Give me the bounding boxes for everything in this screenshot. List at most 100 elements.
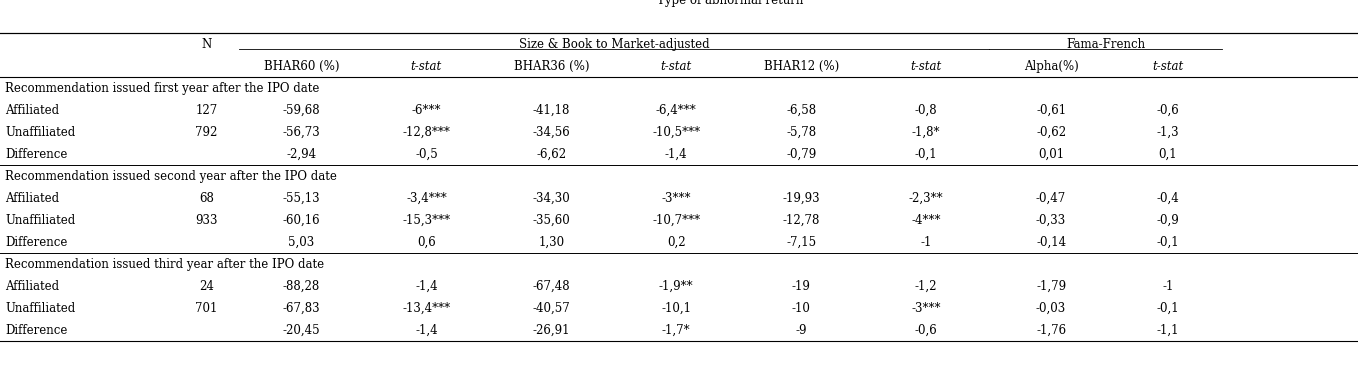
Text: 0,01: 0,01: [1038, 148, 1065, 161]
Text: Recommendation issued second year after the IPO date: Recommendation issued second year after …: [5, 170, 337, 183]
Text: -7,15: -7,15: [786, 236, 816, 249]
Text: -9: -9: [796, 324, 807, 337]
Text: -19: -19: [792, 280, 811, 293]
Text: -1,79: -1,79: [1036, 280, 1066, 293]
Text: -34,56: -34,56: [532, 126, 570, 139]
Text: -1,4: -1,4: [416, 280, 437, 293]
Text: -41,18: -41,18: [532, 104, 570, 117]
Text: -0,61: -0,61: [1036, 104, 1066, 117]
Text: -10: -10: [792, 302, 811, 315]
Text: Recommendation issued third year after the IPO date: Recommendation issued third year after t…: [5, 258, 325, 271]
Text: -88,28: -88,28: [282, 280, 320, 293]
Text: -26,91: -26,91: [532, 324, 570, 337]
Text: -5,78: -5,78: [786, 126, 816, 139]
Text: -0,03: -0,03: [1036, 302, 1066, 315]
Text: Type of abnormal return: Type of abnormal return: [657, 0, 804, 7]
Text: 127: 127: [196, 104, 217, 117]
Text: -15,3***: -15,3***: [402, 214, 451, 227]
Text: -20,45: -20,45: [282, 324, 320, 337]
Text: -6***: -6***: [411, 104, 441, 117]
Text: -0,79: -0,79: [786, 148, 816, 161]
Text: -1: -1: [921, 236, 932, 249]
Text: -0,1: -0,1: [1157, 302, 1179, 315]
Text: -0,6: -0,6: [915, 324, 937, 337]
Text: -0,9: -0,9: [1157, 214, 1179, 227]
Text: -0,6: -0,6: [1157, 104, 1179, 117]
Text: -0,4: -0,4: [1157, 192, 1179, 205]
Text: -6,4***: -6,4***: [656, 104, 697, 117]
Text: 0,2: 0,2: [667, 236, 686, 249]
Text: 68: 68: [200, 192, 213, 205]
Text: -0,14: -0,14: [1036, 236, 1066, 249]
Text: -19,93: -19,93: [782, 192, 820, 205]
Text: N: N: [201, 38, 212, 51]
Text: 933: 933: [196, 214, 217, 227]
Text: t-stat: t-stat: [910, 60, 942, 73]
Text: BHAR12 (%): BHAR12 (%): [763, 60, 839, 73]
Text: -10,5***: -10,5***: [652, 126, 701, 139]
Text: -3,4***: -3,4***: [406, 192, 447, 205]
Text: -12,78: -12,78: [782, 214, 820, 227]
Text: -40,57: -40,57: [532, 302, 570, 315]
Text: Unaffiliated: Unaffiliated: [5, 302, 76, 315]
Text: -67,48: -67,48: [532, 280, 570, 293]
Text: -3***: -3***: [911, 302, 941, 315]
Text: 701: 701: [196, 302, 217, 315]
Text: -56,73: -56,73: [282, 126, 320, 139]
Text: -3***: -3***: [661, 192, 691, 205]
Text: -0,1: -0,1: [1157, 236, 1179, 249]
Text: 5,03: 5,03: [288, 236, 315, 249]
Text: -1,3: -1,3: [1157, 126, 1179, 139]
Text: -1,76: -1,76: [1036, 324, 1066, 337]
Text: -2,94: -2,94: [287, 148, 316, 161]
Text: Fama-French: Fama-French: [1066, 38, 1145, 51]
Text: Unaffiliated: Unaffiliated: [5, 126, 76, 139]
Text: -1,4: -1,4: [416, 324, 437, 337]
Text: -10,1: -10,1: [661, 302, 691, 315]
Text: -0,1: -0,1: [915, 148, 937, 161]
Text: -12,8***: -12,8***: [402, 126, 451, 139]
Text: -0,33: -0,33: [1036, 214, 1066, 227]
Text: -59,68: -59,68: [282, 104, 320, 117]
Text: Difference: Difference: [5, 324, 68, 337]
Text: -2,3**: -2,3**: [909, 192, 944, 205]
Text: -4***: -4***: [911, 214, 941, 227]
Text: BHAR36 (%): BHAR36 (%): [513, 60, 589, 73]
Text: -10,7***: -10,7***: [652, 214, 701, 227]
Text: 0,1: 0,1: [1158, 148, 1177, 161]
Text: -1: -1: [1162, 280, 1173, 293]
Text: -1,8*: -1,8*: [913, 126, 940, 139]
Text: 1,30: 1,30: [538, 236, 565, 249]
Text: Affiliated: Affiliated: [5, 104, 60, 117]
Text: 792: 792: [196, 126, 217, 139]
Text: -1,2: -1,2: [915, 280, 937, 293]
Text: t-stat: t-stat: [410, 60, 443, 73]
Text: Size & Book to Market-adjusted: Size & Book to Market-adjusted: [519, 38, 709, 51]
Text: -1,4: -1,4: [665, 148, 687, 161]
Text: BHAR60 (%): BHAR60 (%): [263, 60, 340, 73]
Text: Alpha(%): Alpha(%): [1024, 60, 1078, 73]
Text: -35,60: -35,60: [532, 214, 570, 227]
Text: Unaffiliated: Unaffiliated: [5, 214, 76, 227]
Text: Recommendation issued first year after the IPO date: Recommendation issued first year after t…: [5, 82, 319, 95]
Text: -0,5: -0,5: [416, 148, 437, 161]
Text: -0,62: -0,62: [1036, 126, 1066, 139]
Text: Affiliated: Affiliated: [5, 280, 60, 293]
Text: -6,62: -6,62: [536, 148, 566, 161]
Text: -0,47: -0,47: [1036, 192, 1066, 205]
Text: 24: 24: [200, 280, 213, 293]
Text: Affiliated: Affiliated: [5, 192, 60, 205]
Text: -1,1: -1,1: [1157, 324, 1179, 337]
Text: -34,30: -34,30: [532, 192, 570, 205]
Text: -55,13: -55,13: [282, 192, 320, 205]
Text: 0,6: 0,6: [417, 236, 436, 249]
Text: t-stat: t-stat: [660, 60, 693, 73]
Text: -67,83: -67,83: [282, 302, 320, 315]
Text: -1,9**: -1,9**: [659, 280, 694, 293]
Text: t-stat: t-stat: [1152, 60, 1184, 73]
Text: Difference: Difference: [5, 148, 68, 161]
Text: Difference: Difference: [5, 236, 68, 249]
Text: -6,58: -6,58: [786, 104, 816, 117]
Text: -0,8: -0,8: [915, 104, 937, 117]
Text: -60,16: -60,16: [282, 214, 320, 227]
